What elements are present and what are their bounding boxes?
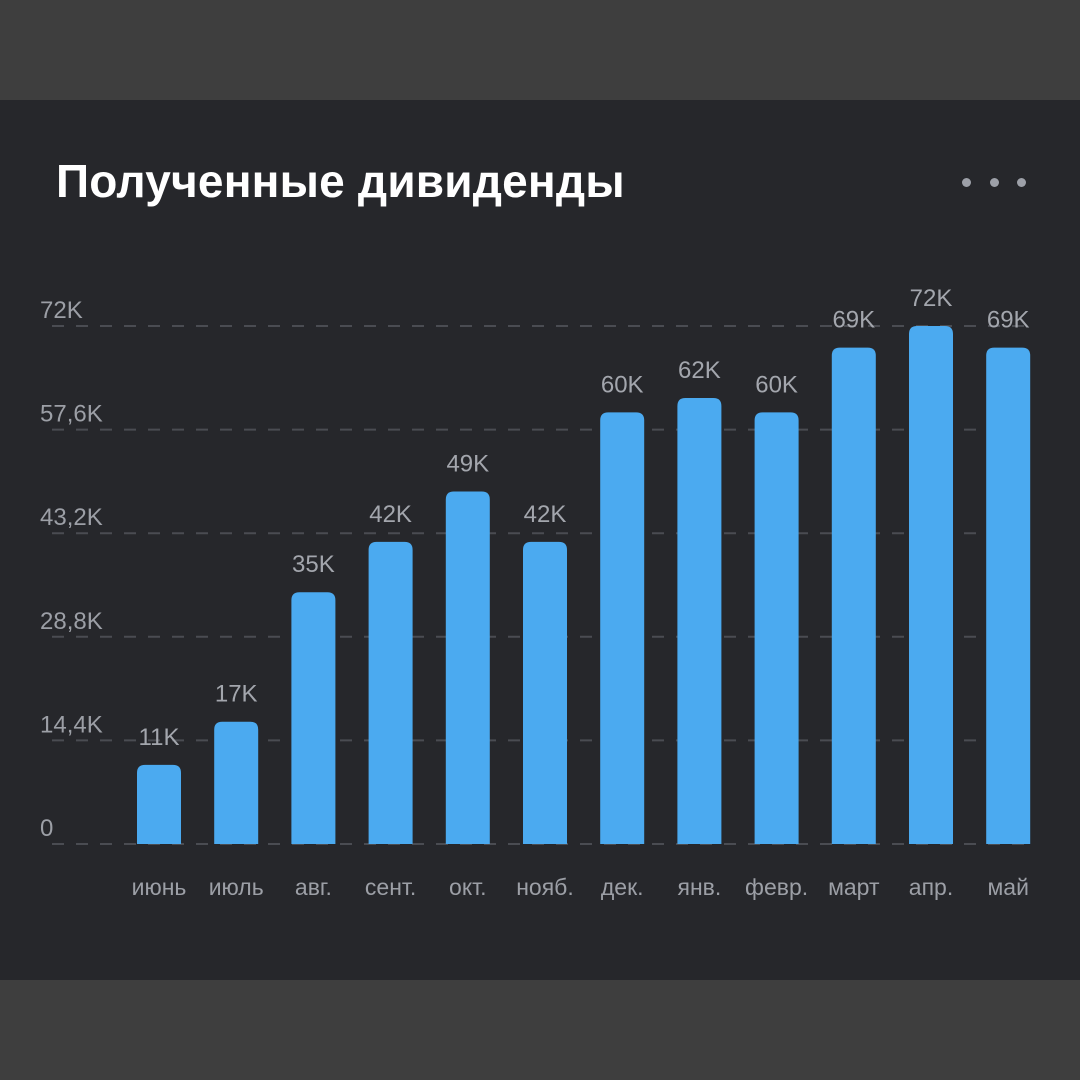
x-tick-label: окт. — [449, 874, 487, 900]
bar-март — [831, 347, 876, 844]
x-tick-label: апр. — [909, 874, 953, 900]
menu-dot — [989, 177, 999, 187]
page-title: Полученные дивиденды — [56, 155, 625, 207]
bar-нояб. — [523, 541, 567, 844]
bar-дек. — [600, 412, 645, 844]
x-tick-label: сент. — [365, 874, 416, 900]
more-options-icon[interactable] — [962, 170, 1026, 194]
y-tick-label: 14,4K — [40, 711, 103, 738]
x-tick-label: июнь — [132, 874, 187, 900]
x-tick-label: март — [828, 874, 880, 900]
data-label: 69K — [987, 307, 1030, 334]
bar-chart: 0 14,4K 28,8K 43,2K 57,6K 72K 11K июнь 17K июль 35… — [40, 285, 1035, 900]
data-label: 42K — [524, 501, 567, 528]
bar-сент. — [368, 541, 413, 844]
data-label: 49K — [446, 450, 489, 477]
data-label: 17K — [215, 681, 258, 708]
x-tick-label: июль — [209, 874, 264, 900]
bar-май — [986, 347, 1031, 844]
data-label: 62K — [678, 357, 721, 384]
chart-card: Полученные дивиденды 0 14,4K 28,8K 43,2K 57,… — [0, 100, 1080, 980]
data-label: 60K — [601, 371, 644, 398]
bar-июнь — [137, 764, 181, 844]
data-label: 35K — [292, 551, 335, 578]
x-tick-label: май — [987, 874, 1028, 900]
x-tick-label: нояб. — [516, 874, 574, 900]
menu-dot — [962, 177, 971, 187]
bar-авг. — [291, 592, 336, 844]
data-label: 72K — [910, 285, 953, 312]
data-label: 69K — [832, 307, 875, 334]
data-label: 42K — [369, 501, 412, 528]
bar-февр. — [754, 412, 799, 844]
y-tick-label: 57,6K — [40, 401, 103, 428]
x-tick-label: дек. — [601, 874, 644, 900]
bar-окт. — [445, 491, 490, 844]
y-tick-label: 72K — [40, 297, 83, 324]
x-tick-label: янв. — [678, 874, 722, 900]
data-label: 60K — [755, 371, 798, 398]
data-label: 11K — [139, 724, 180, 751]
y-tick-label: 28,8K — [40, 608, 103, 635]
bar-июль — [214, 721, 259, 844]
bar-апр. — [909, 326, 953, 844]
x-tick-label: февр. — [745, 874, 808, 900]
bar-янв. — [677, 397, 722, 844]
y-tick-label: 0 — [40, 815, 53, 842]
x-tick-label: авг. — [295, 874, 332, 900]
menu-dot — [1017, 177, 1026, 187]
y-tick-label: 43,2K — [40, 504, 103, 531]
